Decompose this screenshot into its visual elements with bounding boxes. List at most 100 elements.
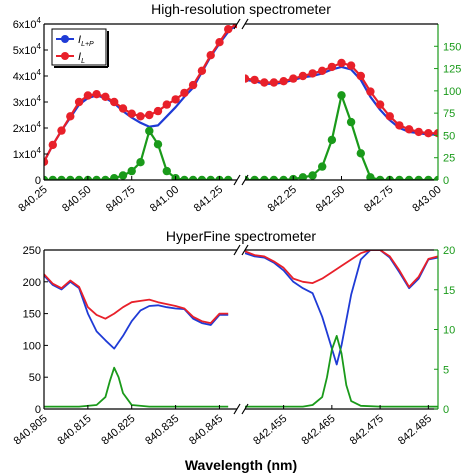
data-point — [206, 175, 215, 180]
data-point — [74, 97, 84, 107]
data-point — [44, 157, 49, 166]
data-point — [308, 69, 317, 78]
data-point — [224, 25, 233, 34]
data-point — [346, 61, 356, 70]
data-point — [414, 175, 423, 180]
legend-swatch-marker — [61, 52, 69, 60]
data-point — [375, 100, 385, 109]
x-tick-label: 840.845 — [187, 413, 225, 448]
data-point — [308, 171, 317, 180]
data-point — [136, 112, 145, 121]
data-point — [48, 175, 57, 180]
chart-panel-2: HyperFine spectrometer 840.805 840.815 840.… — [12, 228, 456, 473]
y-tick-label: 150 — [23, 309, 41, 321]
series-line-1 — [44, 274, 229, 350]
y2-tick-label: 0 — [443, 175, 449, 187]
data-point — [289, 74, 298, 83]
data-point — [279, 77, 288, 86]
segment-2 — [245, 250, 438, 408]
data-point — [366, 87, 375, 96]
x-tick-label: 842.465 — [299, 413, 337, 448]
legend-label: IL+P — [78, 34, 94, 48]
data-point — [188, 80, 198, 90]
data-point — [66, 112, 75, 121]
data-point — [180, 88, 189, 98]
data-point — [404, 175, 414, 180]
legend-swatch-marker — [61, 35, 69, 43]
y-tick-label: 0 — [35, 175, 41, 187]
data-point — [366, 173, 375, 180]
series-line-3 — [44, 366, 229, 408]
axis-break-mark — [233, 403, 241, 415]
data-point — [395, 175, 404, 180]
y-tick-label: 1x104 — [13, 146, 42, 161]
y2-tick-label: 20 — [443, 245, 455, 257]
data-point — [250, 75, 259, 85]
y2-tick-label: 125 — [443, 64, 461, 76]
x-tick-label: 843.00 — [410, 184, 443, 215]
data-point — [215, 38, 224, 47]
segment-2 — [245, 58, 438, 180]
chart-title: HyperFine spectrometer — [166, 228, 317, 244]
y-tick-label: 5x104 — [13, 42, 42, 57]
segment-1 — [44, 24, 237, 180]
chart-panel-1: High-resolution spectrometer 840.25 840.50… — [13, 1, 462, 215]
data-point — [197, 175, 207, 180]
x-tick-label: 840.75 — [104, 184, 137, 215]
data-point — [136, 158, 145, 167]
y2-tick-label: 100 — [443, 86, 461, 98]
data-point — [327, 135, 337, 145]
axis-break-mark — [241, 18, 249, 30]
y2-tick-label: 75 — [443, 108, 455, 120]
series-line-2 — [245, 250, 438, 288]
data-point — [127, 166, 136, 176]
x-tick-label: 840.805 — [12, 413, 50, 448]
y2-tick-label: 50 — [443, 130, 455, 142]
data-point — [57, 175, 66, 180]
x-tick-label: 840.835 — [143, 413, 181, 448]
data-point — [356, 149, 365, 158]
data-point — [269, 78, 279, 87]
data-point — [74, 175, 84, 180]
y-tick-label: 100 — [23, 340, 41, 352]
data-point — [375, 175, 385, 180]
y-tick-label: 3x104 — [13, 94, 42, 109]
data-point — [327, 62, 337, 72]
data-point — [92, 175, 101, 180]
x-tick-label: 840.50 — [60, 184, 93, 215]
data-point — [188, 175, 198, 180]
y-tick-label: 4x104 — [13, 68, 42, 83]
x-tick-label: 840.815 — [55, 413, 93, 448]
series-line-3 — [245, 94, 438, 180]
data-point — [118, 171, 128, 180]
data-point — [346, 117, 356, 127]
axis-break-mark — [241, 244, 249, 256]
y-tick-label: 250 — [23, 245, 41, 257]
y-tick-label: 50 — [29, 372, 41, 384]
axis-break-mark — [233, 174, 241, 186]
data-point — [395, 121, 404, 130]
data-point — [298, 71, 308, 81]
data-point — [318, 66, 327, 76]
data-point — [298, 173, 308, 180]
data-point — [83, 91, 93, 100]
data-point — [250, 175, 259, 180]
data-point — [110, 174, 119, 180]
y-tick-label: 6x104 — [13, 16, 42, 31]
data-point — [433, 175, 438, 180]
data-point — [206, 51, 215, 60]
data-point — [110, 97, 119, 107]
data-point — [269, 175, 279, 180]
y2-tick-label: 10 — [443, 325, 455, 337]
data-point — [101, 92, 110, 102]
data-point — [101, 175, 110, 180]
segment-1 — [44, 273, 229, 408]
data-point — [153, 140, 163, 149]
x-tick-label: 841.25 — [192, 184, 225, 215]
data-point — [260, 78, 269, 87]
legend-label: IL — [78, 51, 85, 65]
data-point — [245, 74, 250, 83]
y2-tick-label: 15 — [443, 285, 455, 297]
data-point — [224, 175, 233, 180]
data-point — [162, 100, 171, 109]
